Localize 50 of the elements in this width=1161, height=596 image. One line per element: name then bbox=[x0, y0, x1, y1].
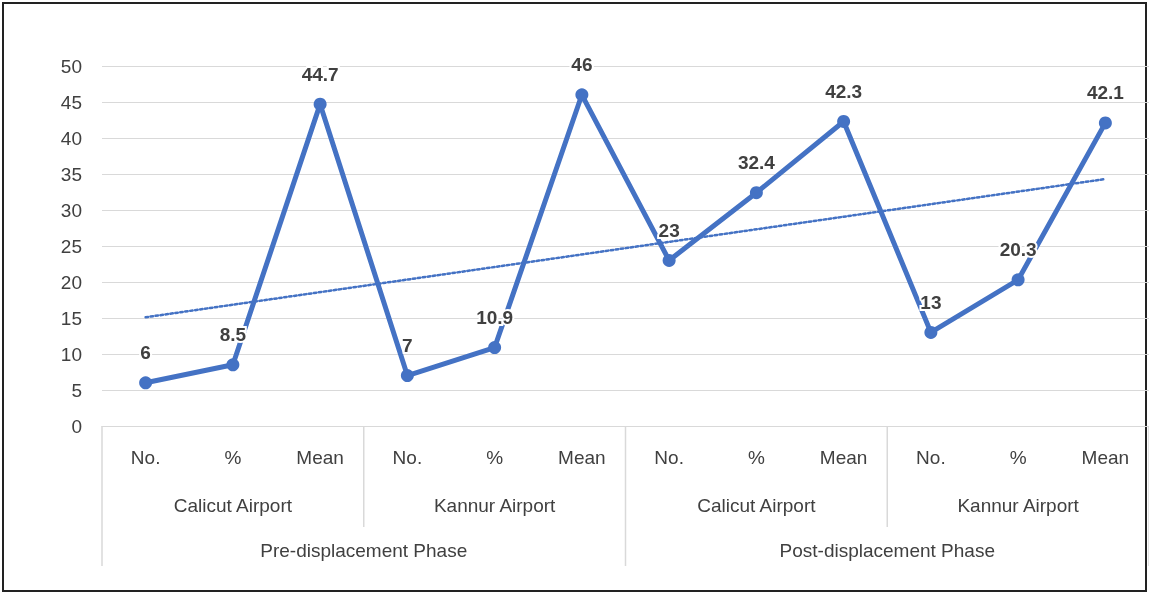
point bbox=[1098, 116, 1112, 130]
x-tick-label: Mean bbox=[296, 447, 344, 468]
point bbox=[400, 369, 414, 383]
text: Calicut Airport bbox=[173, 494, 293, 516]
data-label: 46 bbox=[571, 54, 593, 76]
y-tick-label: 40 bbox=[60, 127, 82, 149]
x-tick-label: No. bbox=[916, 447, 946, 468]
point bbox=[924, 325, 938, 339]
x-tick-label: Mean bbox=[558, 447, 606, 468]
point bbox=[313, 97, 327, 111]
point bbox=[662, 253, 676, 267]
y-tick-label: 20 bbox=[60, 271, 82, 293]
x-tick-label: Mean bbox=[819, 447, 868, 468]
y-tick-label: 50 bbox=[60, 55, 82, 77]
data-label: 42.1 bbox=[1086, 82, 1125, 104]
data-label: 32.4 bbox=[737, 152, 776, 174]
x-tick-label: Mean bbox=[1081, 447, 1130, 468]
data-label: 23 bbox=[658, 219, 680, 241]
y-tick-label: 5 bbox=[71, 379, 82, 401]
data-label: 6 bbox=[140, 342, 151, 364]
y-tick-label: 15 bbox=[60, 307, 82, 329]
point bbox=[575, 88, 589, 102]
data-label: 7 bbox=[402, 335, 413, 357]
y-tick-label: 10 bbox=[60, 343, 82, 365]
y-tick-label: 25 bbox=[60, 235, 82, 257]
text: Pre-displacement Phase bbox=[260, 539, 468, 561]
data-label: 44.7 bbox=[301, 63, 339, 85]
y-tick-label: 0 bbox=[71, 415, 82, 437]
x-tick-label: No. bbox=[130, 447, 161, 468]
point bbox=[488, 341, 502, 355]
y-tick-label: 30 bbox=[60, 199, 82, 221]
text: Kannur Airport bbox=[433, 494, 557, 516]
point bbox=[837, 114, 851, 128]
x-tick-label: No. bbox=[654, 447, 684, 468]
y-tick-label: 45 bbox=[60, 91, 82, 113]
y-tick-label: 35 bbox=[60, 163, 82, 185]
x-tick-label: % bbox=[1009, 447, 1027, 468]
x-tick-label: No. bbox=[392, 447, 423, 468]
point bbox=[1011, 273, 1025, 287]
point bbox=[226, 358, 240, 372]
point bbox=[749, 186, 763, 200]
data-label: 42.3 bbox=[825, 80, 863, 102]
data-label: 13 bbox=[920, 291, 942, 313]
x-tick-label: % bbox=[486, 447, 504, 468]
text: Calicut Airport bbox=[697, 494, 817, 516]
x-tick-label: % bbox=[224, 447, 242, 468]
text: Post-displacement Phase bbox=[779, 539, 995, 561]
text: Kannur Airport bbox=[957, 494, 1080, 516]
point bbox=[139, 376, 153, 390]
x-tick-label: % bbox=[747, 447, 765, 468]
